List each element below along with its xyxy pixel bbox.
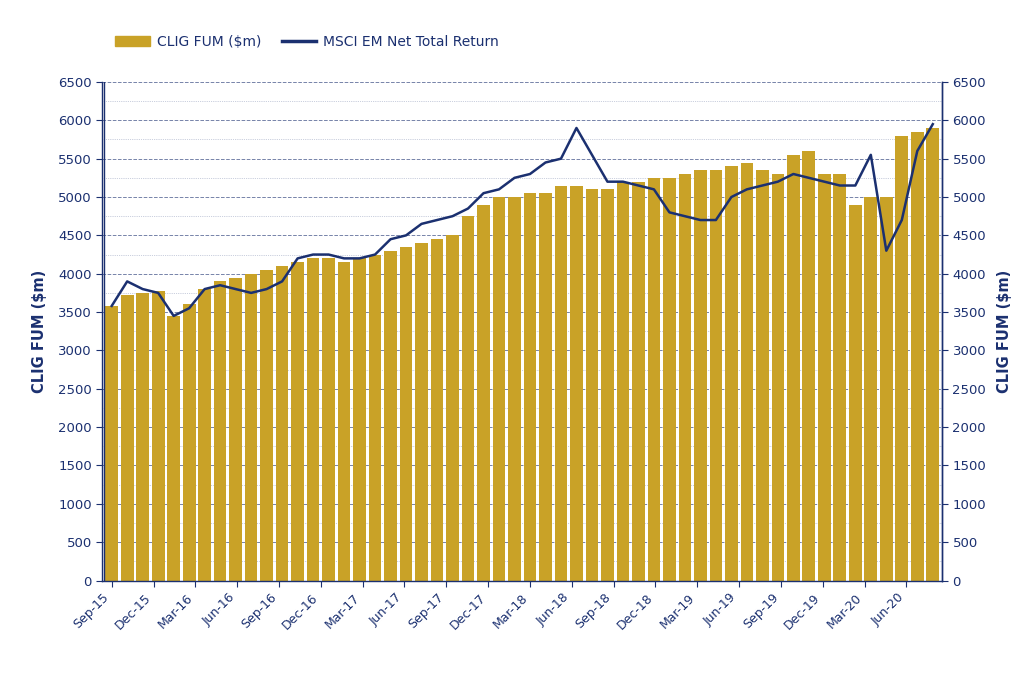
Bar [275, 266, 289, 581]
Bar [927, 128, 939, 581]
Bar [570, 186, 583, 581]
Bar [353, 258, 366, 581]
Bar [183, 305, 196, 581]
Bar [880, 197, 893, 581]
Bar [399, 247, 413, 581]
Bar [647, 178, 660, 581]
Bar [849, 205, 861, 581]
Bar [616, 182, 630, 581]
Bar [291, 262, 304, 581]
Bar [105, 306, 118, 581]
Bar [121, 295, 133, 581]
Bar [384, 251, 397, 581]
Bar [307, 258, 319, 581]
Bar [369, 255, 381, 581]
Y-axis label: CLIG FUM ($m): CLIG FUM ($m) [997, 270, 1013, 393]
Bar [818, 174, 830, 581]
Bar [136, 293, 150, 581]
Bar [523, 193, 537, 581]
Bar [911, 132, 924, 581]
Bar [771, 174, 784, 581]
Bar [664, 178, 676, 581]
Bar [167, 316, 180, 581]
Bar [260, 270, 273, 581]
Bar [245, 274, 257, 581]
Bar [229, 277, 242, 581]
Bar [725, 167, 737, 581]
Bar [740, 163, 754, 581]
Bar [199, 289, 211, 581]
Bar [539, 193, 552, 581]
Legend: CLIG FUM ($m), MSCI EM Net Total Return: CLIG FUM ($m), MSCI EM Net Total Return [110, 29, 505, 54]
Bar [834, 174, 846, 581]
Bar [338, 262, 350, 581]
Bar [431, 239, 443, 581]
Bar [415, 243, 428, 581]
Bar [493, 197, 506, 581]
Bar [710, 170, 722, 581]
Bar [586, 189, 598, 581]
Bar [632, 182, 645, 581]
Bar [679, 174, 691, 581]
Bar [601, 189, 613, 581]
Bar [555, 186, 567, 581]
Bar [508, 197, 521, 581]
Bar [787, 155, 800, 581]
Y-axis label: CLIG FUM ($m): CLIG FUM ($m) [32, 270, 47, 393]
Bar [803, 151, 815, 581]
Bar [895, 136, 908, 581]
Bar [756, 170, 769, 581]
Bar [462, 217, 474, 581]
Bar [694, 170, 707, 581]
Bar [477, 205, 489, 581]
Bar [864, 197, 878, 581]
Bar [446, 236, 459, 581]
Bar [152, 290, 165, 581]
Bar [323, 258, 335, 581]
Bar [214, 281, 226, 581]
